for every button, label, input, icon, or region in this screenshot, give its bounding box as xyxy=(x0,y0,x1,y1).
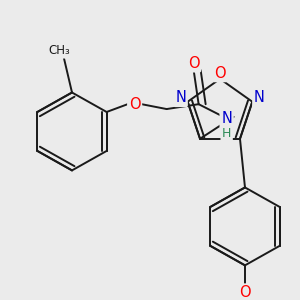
Text: N: N xyxy=(254,90,265,105)
Text: H: H xyxy=(222,127,231,140)
Text: O: O xyxy=(129,97,140,112)
Text: O: O xyxy=(188,56,200,71)
Text: N: N xyxy=(175,90,186,105)
Text: CH₃: CH₃ xyxy=(48,44,70,57)
Text: O: O xyxy=(214,65,226,80)
Text: O: O xyxy=(239,285,251,300)
Text: N: N xyxy=(221,111,232,126)
